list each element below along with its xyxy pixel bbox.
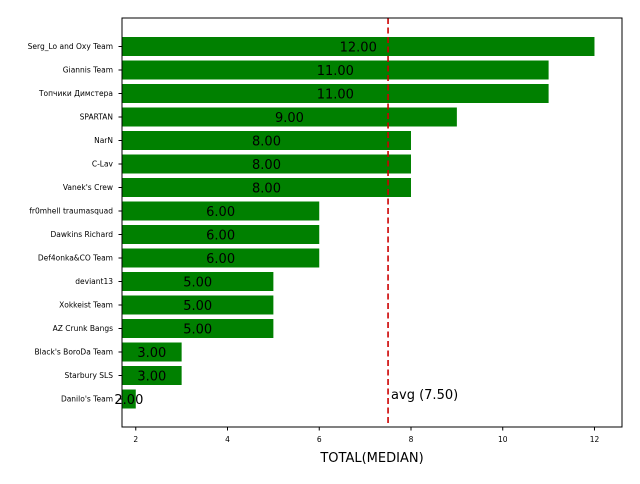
- axes-layer: Serg_Lo and Oxy Team Giannis Team Топчики …: [28, 17, 623, 466]
- bar: [122, 154, 411, 174]
- x-tick-label: 6: [317, 435, 322, 444]
- bar: [122, 389, 136, 409]
- bar: [122, 225, 320, 244]
- plot-frame: [121, 17, 623, 428]
- y-tick-label: SPARTAN: [80, 113, 113, 122]
- bar: [122, 201, 320, 221]
- bar-value-label: 8.00: [252, 182, 281, 197]
- bar: [122, 178, 411, 197]
- bar: [122, 60, 549, 80]
- bar: [122, 131, 411, 150]
- y-tick-label: Xokkeist Team: [59, 301, 113, 310]
- y-tick-label: C-Lav: [92, 160, 114, 169]
- x-axis-label: TOTAL(MEDIAN): [319, 451, 423, 466]
- bar-value-label: 9.00: [275, 111, 304, 126]
- bar-value-label: 8.00: [252, 135, 281, 150]
- average-reference-label: avg (7.50): [391, 388, 458, 403]
- bar-value-label: 6.00: [206, 229, 235, 244]
- bar-value-label: 11.00: [317, 64, 354, 79]
- y-tick-label: Dawkins Richard: [51, 230, 114, 239]
- bar-value-label: 3.00: [137, 370, 166, 385]
- bar: [122, 319, 274, 338]
- bar-value-label: 5.00: [183, 323, 212, 338]
- bars-layer: [122, 37, 595, 409]
- y-tick-label: deviant13: [75, 277, 113, 286]
- bar-value-label: 5.00: [183, 276, 212, 291]
- bar-value-label: 11.00: [317, 88, 354, 103]
- bar: [122, 342, 182, 362]
- y-tick-label: Danilo's Team: [61, 395, 113, 404]
- bar: [122, 248, 320, 268]
- y-tick-label: fr0mhell traumasquad: [29, 207, 113, 216]
- bar-value-label: 5.00: [183, 299, 212, 314]
- bar-value-label: 2.00: [114, 393, 143, 408]
- y-tick-label: Serg_Lo and Oxy Team: [28, 42, 113, 51]
- bar: [122, 366, 182, 385]
- bar: [122, 84, 549, 103]
- x-tick-label: 12: [590, 435, 600, 444]
- x-tick-label: 8: [409, 435, 414, 444]
- y-tick-label: Vanek's Crew: [63, 183, 113, 192]
- reference-layer: avg (7.50): [387, 18, 458, 427]
- bar-value-label: 8.00: [252, 158, 281, 173]
- y-tick-label: Def4onka&CO Team: [38, 254, 113, 263]
- x-tick-label: 2: [133, 435, 138, 444]
- bar-value-label: 12.00: [340, 41, 377, 56]
- y-tick-label: Black's BoroDa Team: [35, 348, 113, 357]
- bar-value-label: 6.00: [206, 205, 235, 220]
- y-tick-label: Топчики Димстера: [38, 89, 113, 98]
- bar: [122, 272, 274, 291]
- bar: [122, 37, 595, 56]
- y-tick-label: Giannis Team: [63, 66, 113, 75]
- value-labels-layer: 12.00 11.00 11.00 9.00 8.00 8.00 8.00 6.00 6.00 6…: [114, 41, 376, 409]
- x-tick-label: 4: [225, 435, 230, 444]
- bar: [122, 107, 457, 127]
- x-tick-label: 10: [498, 435, 508, 444]
- y-tick-label: Starbury SLS: [64, 371, 113, 380]
- bar-value-label: 3.00: [137, 346, 166, 361]
- y-tick-label: NarN: [94, 136, 113, 145]
- y-tick-label: AZ Crunk Bangs: [53, 324, 113, 333]
- bar: [122, 295, 274, 315]
- bar-value-label: 6.00: [206, 252, 235, 267]
